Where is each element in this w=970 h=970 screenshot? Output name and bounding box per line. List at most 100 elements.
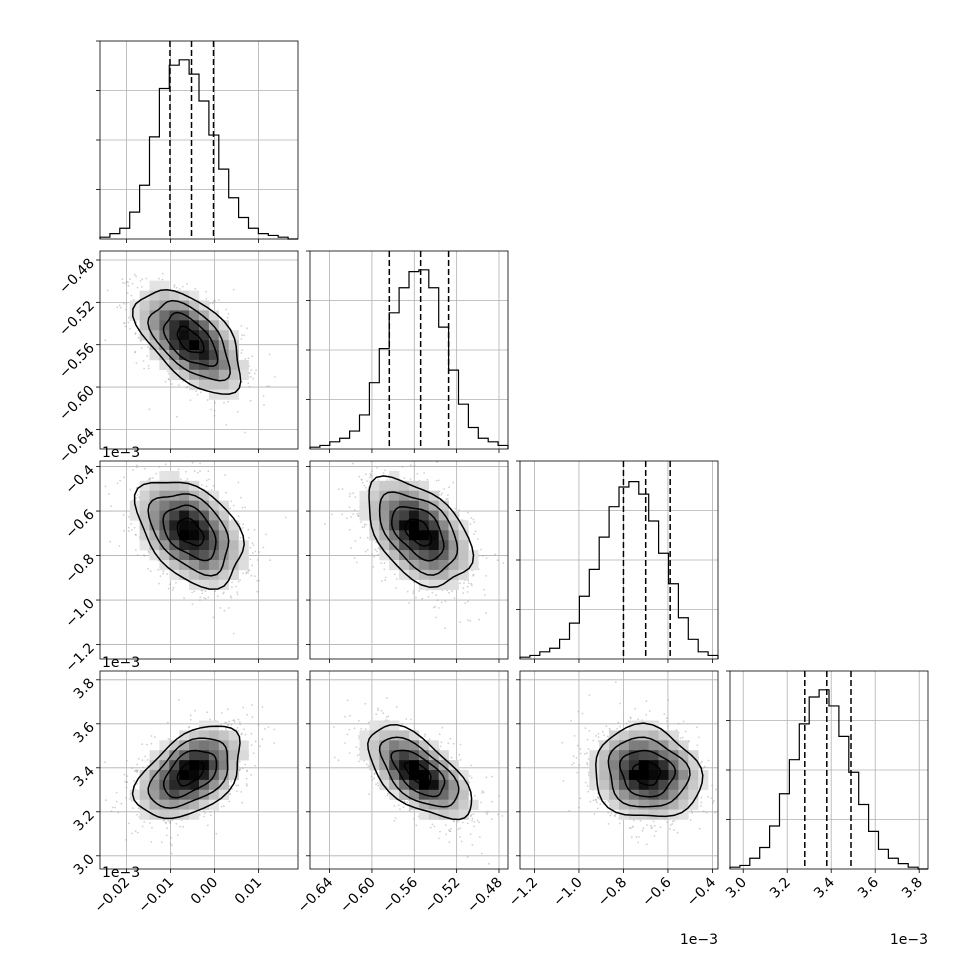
scatter-point — [629, 716, 632, 719]
scatter-point — [588, 730, 591, 732]
scatter-point — [478, 821, 480, 824]
scatter-point — [118, 304, 121, 307]
scatter-point — [363, 760, 366, 762]
histogram-panel — [306, 250, 509, 453]
scatter-point — [679, 737, 682, 740]
scatter-point — [447, 494, 449, 496]
scatter-point — [220, 724, 222, 726]
scatter-point — [167, 378, 170, 381]
scatter-point — [185, 386, 188, 389]
scatter-point — [350, 516, 352, 518]
scatter-point — [147, 346, 149, 349]
scatter-point — [166, 573, 169, 575]
density-cell — [399, 520, 410, 531]
density-cell — [208, 520, 220, 531]
density-cell — [159, 789, 170, 800]
scatter-point — [251, 355, 254, 357]
scatter-point — [236, 790, 238, 792]
scatter-point — [663, 713, 666, 715]
scatter-point — [137, 336, 140, 339]
scatter-point — [380, 709, 383, 712]
scatter-point — [206, 711, 209, 714]
scatter-point — [201, 592, 204, 595]
density-cell — [438, 500, 449, 511]
scatter-point — [468, 582, 470, 585]
scatter-point — [123, 773, 126, 776]
density-cell — [179, 779, 190, 791]
scatter-point — [380, 580, 383, 582]
scatter-point — [233, 720, 236, 723]
scatter-point — [124, 308, 127, 311]
density-cell — [409, 779, 420, 791]
scatter-point — [446, 498, 449, 500]
scatter-point — [232, 504, 235, 507]
scatter-point — [210, 408, 212, 411]
scatter-point — [149, 822, 151, 824]
scatter-point — [122, 514, 125, 516]
density-cell — [208, 310, 220, 321]
scatter-point — [237, 515, 240, 518]
scatter-point — [445, 833, 447, 836]
scatter-point — [652, 820, 655, 823]
contour-line — [131, 725, 241, 820]
scatter-point — [119, 479, 121, 482]
scatter-point — [617, 721, 620, 724]
scatter-point — [209, 718, 211, 721]
density-cell — [428, 750, 439, 761]
density-cell — [238, 369, 249, 380]
scatter-point — [133, 780, 136, 782]
density-cell — [448, 540, 459, 551]
density-cell — [458, 809, 469, 820]
scatter-point — [630, 836, 633, 839]
scatter-point — [452, 481, 455, 484]
scatter-point — [469, 619, 472, 622]
scatter-point — [248, 372, 251, 374]
density-cell — [389, 789, 400, 800]
scatter-point — [450, 756, 453, 759]
scatter-point — [576, 744, 579, 747]
density-cell — [179, 770, 190, 781]
x-tick-label: 3.2 — [767, 875, 794, 902]
scatter-point — [707, 795, 709, 798]
scatter-point — [360, 479, 363, 481]
scatter-point — [250, 774, 253, 776]
contour-line — [147, 299, 231, 382]
scatter-point — [459, 836, 461, 838]
panel-content — [561, 681, 717, 846]
scatter-point — [107, 493, 110, 495]
scatter-point — [167, 370, 169, 373]
scatter-point — [238, 721, 241, 724]
scatter-point — [151, 477, 154, 479]
scatter-point — [348, 752, 351, 754]
scatter-point — [136, 494, 139, 496]
scatter-point — [360, 727, 363, 730]
scatter-point — [214, 590, 217, 593]
scatter-point — [337, 488, 340, 491]
scatter-point — [361, 481, 364, 484]
panel-content — [324, 461, 505, 630]
scatter-panel: −0.64−0.60−0.56−0.52−0.48 — [295, 670, 509, 916]
scatter-point — [199, 391, 202, 394]
scatter-point — [597, 732, 600, 735]
scatter-point — [482, 791, 485, 794]
density-cell — [379, 720, 390, 731]
scatter-point — [158, 277, 160, 280]
scatter-point — [247, 571, 249, 574]
scatter-point — [358, 735, 360, 737]
scatter-point — [366, 549, 369, 551]
density-cell — [179, 560, 190, 571]
scatter-point — [241, 381, 243, 383]
scatter-point — [348, 528, 351, 531]
density-cell — [599, 770, 610, 781]
scatter-point — [150, 742, 153, 745]
scatter-point — [250, 376, 252, 378]
density-cell — [179, 340, 190, 351]
x-tick-label: 3.6 — [855, 874, 882, 901]
density-cell — [179, 730, 190, 741]
density-cell — [418, 500, 430, 511]
scatter-point — [168, 583, 171, 586]
scatter-point — [393, 820, 396, 822]
scatter-point — [473, 821, 476, 823]
scatter-point — [127, 526, 130, 529]
density-cell — [139, 809, 150, 820]
